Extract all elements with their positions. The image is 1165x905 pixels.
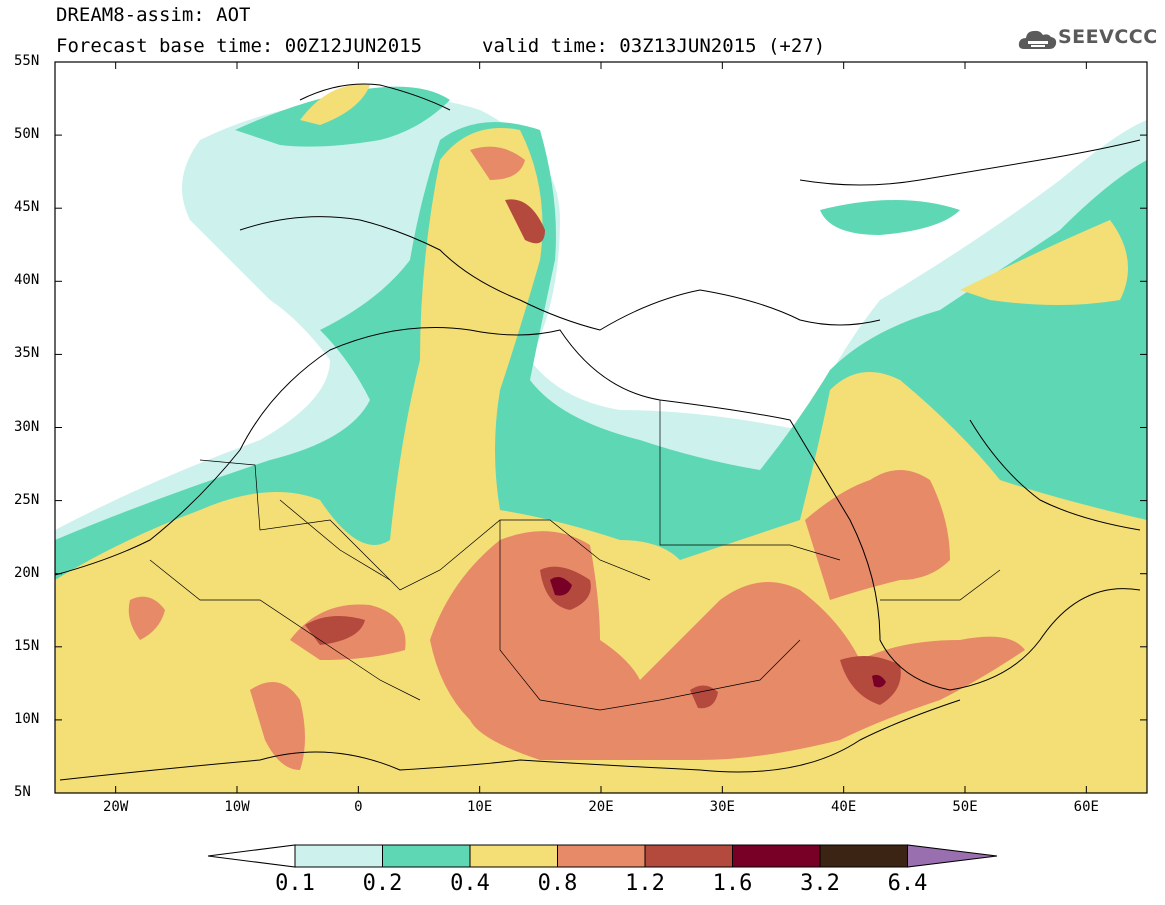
- colorbar-label: 6.4: [887, 871, 928, 896]
- aot-band-1.2: [305, 616, 365, 645]
- colorbar-bin: [732, 844, 821, 868]
- aot-fields: [55, 84, 1147, 793]
- model-title: DREAM8-assim: AOT: [56, 4, 251, 26]
- aot-band-0.4: [300, 84, 370, 125]
- lon-label: 10W: [224, 799, 250, 815]
- colorbar-label: 0.8: [537, 871, 578, 896]
- lat-label: 55N: [14, 53, 40, 69]
- aot-band-1.6: [872, 674, 886, 688]
- aot-band-1.2: [690, 685, 718, 709]
- colorbar-low-extend: [207, 844, 296, 868]
- lat-label: 30N: [14, 418, 40, 435]
- lon-label: 20W: [103, 799, 129, 815]
- lat-label: 35N: [14, 345, 40, 362]
- aot-band-1.2: [505, 199, 545, 244]
- aot-band-1.6: [550, 576, 572, 596]
- colorbar-label: 3.2: [800, 871, 840, 896]
- aot-band-0.8: [128, 596, 165, 640]
- aot-band-0.4: [960, 220, 1128, 305]
- colorbar-bin: [294, 844, 383, 868]
- lon-label: 50E: [952, 799, 978, 815]
- lat-label: 10N: [14, 710, 40, 727]
- lat-label: 40N: [14, 272, 40, 289]
- aot-band-0.2: [235, 86, 450, 147]
- cloud-logo-icon: [1018, 30, 1057, 49]
- lon-label: 10E: [467, 799, 493, 815]
- logo-text: SEEVCCC: [1058, 26, 1158, 48]
- colorbar-label: 0.2: [362, 871, 403, 896]
- lat-label: 5N: [14, 784, 31, 800]
- aot-band-0.8: [805, 470, 950, 600]
- colorbar-label: 1.2: [625, 871, 665, 896]
- country-borders: [149, 400, 1001, 711]
- valid-time: valid time: 03Z13JUN2015 (+27): [482, 35, 826, 57]
- colorbar-label: 0.4: [450, 871, 490, 896]
- aot-band-0.8: [250, 682, 305, 770]
- aot-band-0.8: [470, 146, 525, 180]
- colorbar-bin: [819, 844, 908, 868]
- forecast-base-time: Forecast base time: 00Z12JUN2015: [56, 35, 423, 57]
- lon-label: 40E: [831, 799, 857, 815]
- colorbar-bin: [382, 844, 471, 868]
- lon-label: 20E: [588, 799, 614, 815]
- coastlines: [55, 83, 1141, 781]
- aot-map: [54, 61, 1148, 794]
- colorbar-bin: [644, 844, 733, 868]
- colorbar-bin: [469, 844, 558, 868]
- lon-label: 0: [354, 799, 363, 815]
- colorbar-high-extend: [907, 844, 998, 868]
- colorbar-label: 1.6: [712, 871, 753, 896]
- lon-label: 60E: [1073, 799, 1099, 815]
- lat-label: 25N: [14, 491, 40, 508]
- lat-label: 45N: [14, 199, 40, 216]
- axis-ticks: [55, 61, 1147, 794]
- lon-label: 30E: [709, 799, 735, 815]
- aot-band-1.2: [840, 656, 901, 705]
- aot-band-0.2: [820, 200, 960, 235]
- colorbar-label: 0.1: [275, 871, 315, 896]
- lat-label: 15N: [14, 637, 40, 654]
- lat-label: 50N: [14, 126, 40, 143]
- lat-label: 20N: [14, 564, 40, 581]
- colorbar-bin: [557, 844, 646, 868]
